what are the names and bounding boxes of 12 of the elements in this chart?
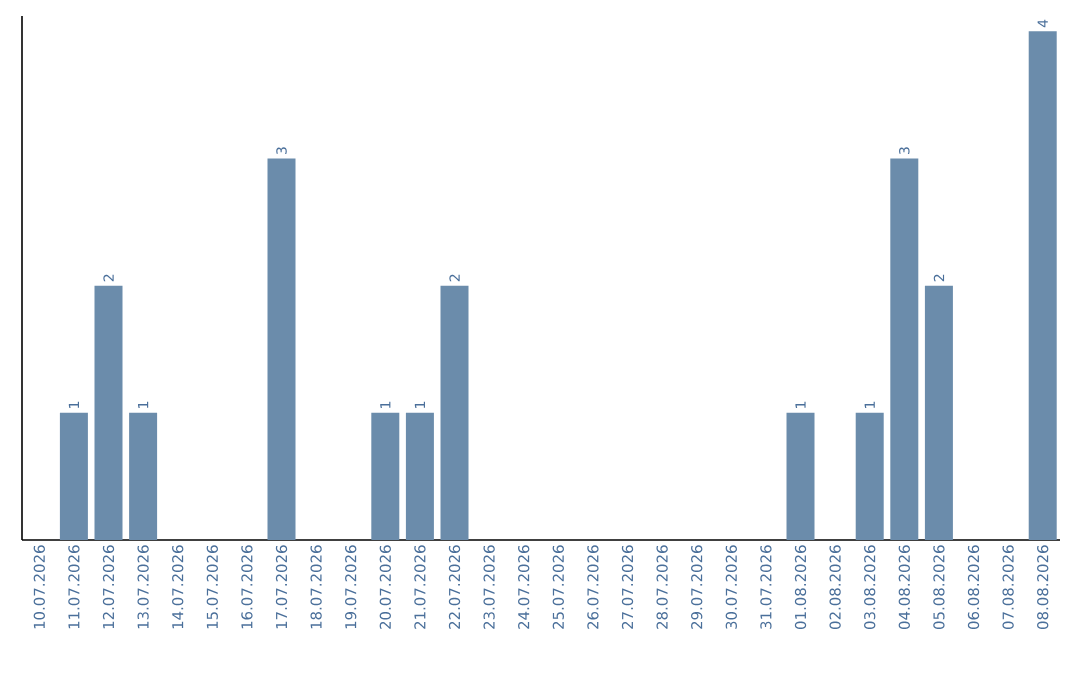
bar bbox=[59, 412, 88, 540]
bar bbox=[371, 412, 400, 540]
bar bbox=[1028, 31, 1057, 540]
bar bbox=[267, 158, 296, 540]
bar bbox=[924, 285, 953, 540]
bar bbox=[129, 412, 158, 540]
bar bbox=[855, 412, 884, 540]
bar bbox=[786, 412, 815, 540]
bar bbox=[890, 158, 919, 540]
bar bbox=[94, 285, 123, 540]
bar bbox=[440, 285, 469, 540]
bar bbox=[405, 412, 434, 540]
